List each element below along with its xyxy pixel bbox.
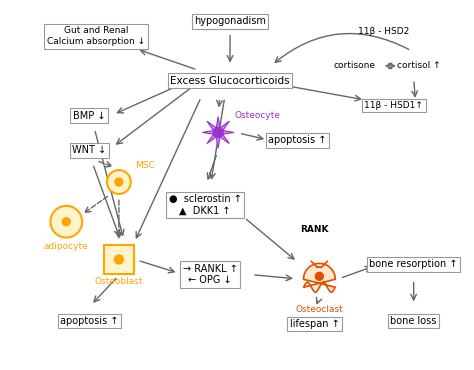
Text: apoptosis ↑: apoptosis ↑ (60, 316, 118, 326)
Circle shape (213, 127, 223, 137)
Text: 11β - HSD1↑: 11β - HSD1↑ (365, 101, 423, 110)
Text: WNT ↓: WNT ↓ (72, 145, 106, 155)
Text: BMP ↓: BMP ↓ (73, 111, 105, 121)
Text: lifespan ↑: lifespan ↑ (290, 319, 339, 329)
Circle shape (114, 255, 123, 264)
Text: Gut and Renal
Calcium absorption ↓: Gut and Renal Calcium absorption ↓ (47, 26, 145, 46)
Text: cortisone: cortisone (333, 61, 375, 70)
Circle shape (62, 218, 70, 226)
Text: 11β - HSD2: 11β - HSD2 (358, 27, 410, 36)
Text: MSC: MSC (135, 161, 155, 170)
Text: Excess Glucocorticoids: Excess Glucocorticoids (170, 76, 290, 86)
Text: adipocyte: adipocyte (44, 242, 89, 250)
Text: apoptosis ↑: apoptosis ↑ (268, 135, 327, 145)
Text: → RANKL ↑
← OPG ↓: → RANKL ↑ ← OPG ↓ (183, 263, 237, 285)
Text: hypogonadism: hypogonadism (194, 16, 266, 26)
Circle shape (107, 170, 131, 194)
Circle shape (50, 206, 82, 238)
Text: Osteocyte: Osteocyte (234, 111, 280, 121)
Text: Osteoclast: Osteoclast (295, 305, 343, 314)
FancyBboxPatch shape (104, 245, 134, 274)
Circle shape (315, 272, 323, 280)
Text: RANK: RANK (300, 225, 328, 234)
Text: Osteoblast: Osteoblast (95, 277, 143, 286)
Text: bone resorption ↑: bone resorption ↑ (369, 259, 458, 269)
Polygon shape (303, 263, 335, 292)
Circle shape (115, 178, 123, 186)
Text: cortisol ↑: cortisol ↑ (397, 61, 440, 70)
Text: bone loss: bone loss (391, 316, 437, 326)
Text: ●  sclerostin ↑
▲  DKK1 ↑: ● sclerostin ↑ ▲ DKK1 ↑ (169, 194, 242, 216)
Polygon shape (202, 117, 234, 148)
